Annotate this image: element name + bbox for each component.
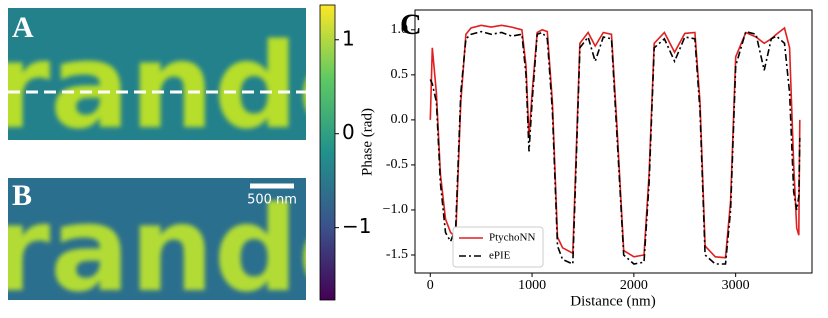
- panel-b: randor B 500 nm: [0, 178, 438, 318]
- y-axis-label: Phase (rad): [359, 108, 375, 176]
- panel-label: A: [12, 11, 34, 44]
- x-tick-label: 2000: [620, 278, 648, 293]
- x-axis-label: Distance (nm): [570, 293, 655, 309]
- legend-label: ePIE: [489, 250, 511, 262]
- legend-label: PtychoNN: [489, 232, 536, 244]
- y-tick-label: 0.0: [391, 112, 409, 127]
- colorbar: [319, 4, 336, 301]
- colorbar-tick-label: 0: [342, 120, 355, 144]
- panel-a: randor A: [0, 8, 438, 155]
- panel-label: B: [12, 179, 32, 212]
- y-tick-label: −1.0: [383, 202, 408, 217]
- panel-label: C: [400, 8, 422, 41]
- y-tick-label: 1.0: [391, 22, 409, 37]
- x-tick-label: 0: [427, 278, 434, 293]
- image-b: [8, 178, 306, 300]
- colorbar-tick-label: 1: [342, 26, 355, 50]
- x-tick-label: 1000: [518, 278, 546, 293]
- image-a: [8, 8, 306, 140]
- scale-bar-label: 500 nm: [247, 193, 297, 208]
- legend-box: [452, 226, 544, 268]
- image-text: randor: [0, 180, 438, 318]
- y-tick-label: -0.5: [386, 157, 408, 172]
- y-tick-label: -1.5: [386, 247, 408, 262]
- colorbar-tick-label: −1: [342, 214, 371, 238]
- image-text: randor: [0, 17, 438, 155]
- legend: PtychoNN ePIE: [452, 226, 544, 268]
- y-tick-label: 0.5: [391, 67, 409, 82]
- series-line: [429, 30, 801, 266]
- x-tick-label: 3000: [722, 278, 750, 293]
- plot-frame: [414, 9, 813, 274]
- series-line: [429, 24, 801, 259]
